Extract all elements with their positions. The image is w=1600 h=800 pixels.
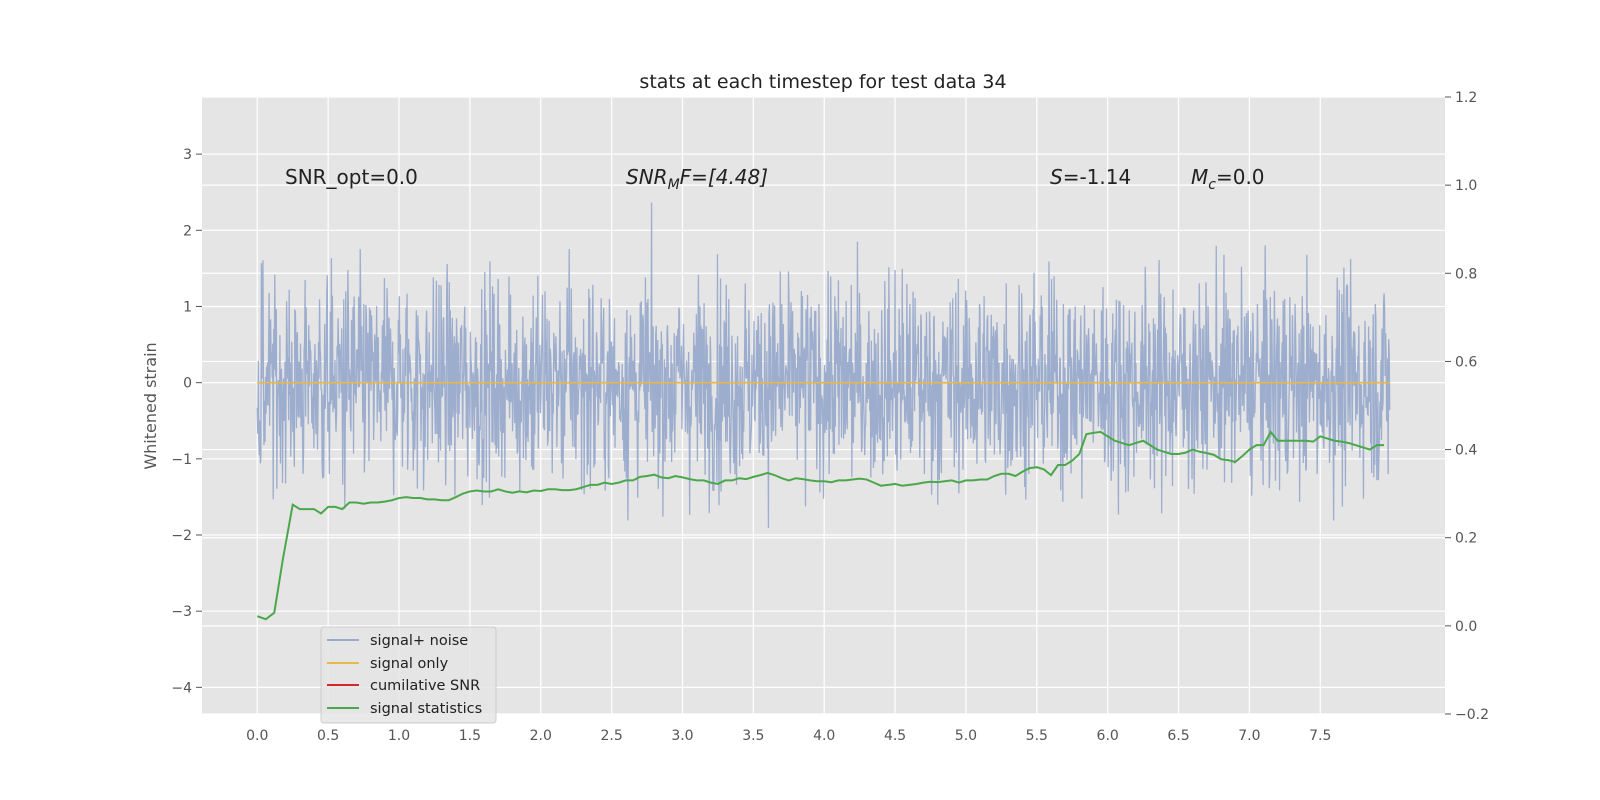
y2-tick-label: 0.0 (1455, 619, 1477, 635)
annotation-snr-mf: SNRMF=[4.48] (626, 165, 768, 193)
x-tick-label: 3.5 (742, 728, 764, 744)
y-tick-label: 0 (183, 376, 192, 392)
x-tick-label: 1.5 (459, 728, 481, 744)
legend: signal+ noise signal only cumilative SNR… (320, 626, 497, 724)
y-tick-label: −1 (171, 452, 192, 468)
x-tick-label: 4.5 (884, 728, 906, 744)
y-tick-label: 2 (183, 223, 192, 239)
line-series (256, 381, 1390, 621)
x-tick-label: 2.0 (530, 728, 552, 744)
y2-tick-label: 0.4 (1455, 443, 1477, 459)
annotation-mc: Mc=0.0 (1191, 165, 1265, 193)
y-axis-label: Whitened strain (141, 342, 160, 469)
y-tick-label: 1 (183, 299, 192, 315)
y-tick-label: −3 (171, 604, 192, 620)
annotation-snr-opt: SNR_opt=0.0 (285, 165, 418, 189)
x-tick-label: 3.0 (671, 728, 693, 744)
x-tick-label: 6.5 (1167, 728, 1189, 744)
legend-label-signal-statistics: signal statistics (370, 701, 482, 717)
right-y-axis-ticks: 1.2 1.0 0.8 0.6 0.4 0.2 0.0 −0.2 (1445, 90, 1489, 723)
legend-label-cumilative-snr: cumilative SNR (370, 678, 480, 694)
y2-tick-label: 1.0 (1455, 178, 1477, 194)
y2-tick-label: 0.8 (1455, 266, 1477, 282)
y-tick-label: −2 (171, 528, 192, 544)
x-tick-label: 0.0 (246, 728, 268, 744)
x-tick-label: 6.0 (1097, 728, 1119, 744)
legend-box (320, 626, 497, 724)
legend-label-signal-only: signal only (370, 656, 449, 672)
x-tick-label: 7.5 (1309, 728, 1331, 744)
y2-tick-label: 1.2 (1455, 90, 1477, 106)
x-axis-ticks: 0.0 0.5 1.0 1.5 2.0 2.5 3.0 3.5 4.0 4.5 5.0 5.5 6.0 6… (246, 728, 1331, 744)
signal-noise-trace (256, 202, 1391, 528)
x-tick-label: 5.0 (955, 728, 977, 744)
y2-tick-label: 0.2 (1455, 531, 1477, 547)
x-tick-label: 1.0 (388, 728, 410, 744)
annotation-s: S=-1.14 (1050, 165, 1131, 189)
legend-label-signal-noise: signal+ noise (370, 633, 468, 649)
signal-noise-series (256, 202, 1391, 528)
x-tick-label: 2.5 (600, 728, 622, 744)
y-axis-ticks: 3 2 1 0 −1 −2 −3 −4 (171, 147, 202, 696)
signal-statistics-line (256, 430, 1385, 621)
y-tick-label: −4 (171, 680, 192, 696)
x-tick-label: 4.0 (813, 728, 835, 744)
y2-tick-label: −0.2 (1455, 707, 1489, 723)
y-tick-label: 3 (183, 147, 192, 163)
chart-title: stats at each timestep for test data 34 (639, 71, 1006, 93)
x-tick-label: 0.5 (317, 728, 339, 744)
x-tick-label: 5.5 (1026, 728, 1048, 744)
x-tick-label: 7.0 (1238, 728, 1260, 744)
y2-tick-label: 0.6 (1455, 354, 1477, 370)
